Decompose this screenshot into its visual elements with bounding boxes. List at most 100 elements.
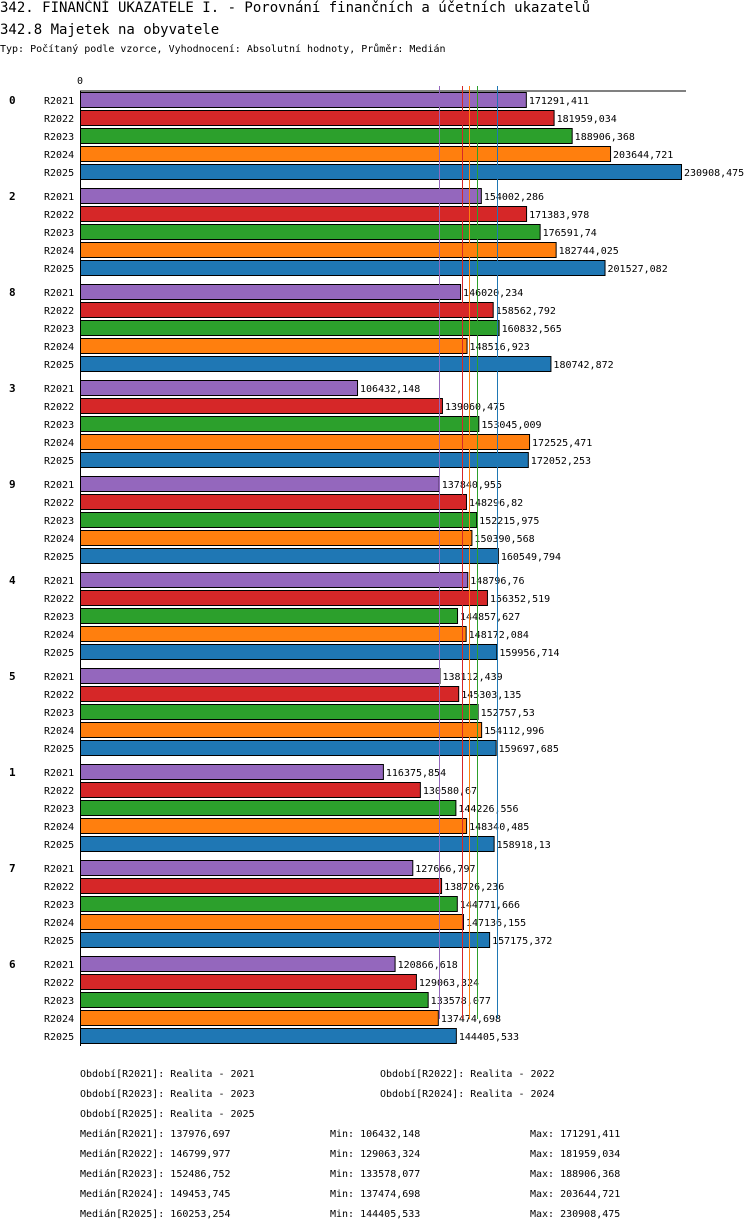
series-label: R2022 — [44, 306, 74, 317]
bar-value-label: 137474,698 — [441, 1014, 501, 1025]
legend-period-r2023: Období[R2023]: Realita - 2023 — [80, 1089, 255, 1100]
bar-value-label: 156352,519 — [490, 594, 550, 605]
series-label: R2023 — [44, 612, 74, 623]
bar-value-label: 145303,135 — [461, 690, 521, 701]
page-title: 342. FINANČNÍ UKAZATELE I. - Porovnání f… — [0, 0, 591, 16]
legend-period-r2024: Období[R2024]: Realita - 2024 — [380, 1089, 555, 1100]
bar-value-label: 144405,533 — [459, 1032, 519, 1043]
series-label: R2024 — [44, 534, 74, 545]
series-label: R2023 — [44, 228, 74, 239]
bar-value-label: 157175,372 — [492, 936, 552, 947]
series-label: R2025 — [44, 840, 74, 851]
bar — [80, 452, 529, 468]
series-label: R2025 — [44, 1032, 74, 1043]
bar — [80, 722, 483, 738]
group-label: 0 — [9, 94, 16, 107]
chart-subtitle: 342.8 Majetek na obyvatele — [0, 22, 220, 38]
bar — [80, 110, 555, 126]
bar-value-label: 171291,411 — [529, 96, 589, 107]
bar-value-label: 152757,53 — [481, 708, 535, 719]
bar-value-label: 159956,714 — [499, 648, 559, 659]
bar — [80, 224, 541, 240]
series-label: R2024 — [44, 918, 74, 929]
bar-value-label: 158918,13 — [497, 840, 551, 851]
bar-value-label: 201527,082 — [608, 264, 668, 275]
bar-value-label: 106432,148 — [360, 384, 420, 395]
stat-max-r2025: Max: 230908,475 — [530, 1209, 621, 1220]
series-label: R2025 — [44, 744, 74, 755]
bar-value-label: 180742,872 — [553, 360, 613, 371]
series-label: R2023 — [44, 516, 74, 527]
bar-value-label: 181959,034 — [557, 114, 617, 125]
bar — [80, 128, 573, 144]
bar-value-label: 154002,286 — [484, 192, 544, 203]
series-label: R2021 — [44, 480, 74, 491]
bar — [80, 914, 464, 930]
bar-value-label: 138112,439 — [442, 672, 502, 683]
series-label: R2021 — [44, 768, 74, 779]
series-label: R2021 — [44, 576, 74, 587]
bar — [80, 320, 500, 336]
bar-value-label: 182744,025 — [559, 246, 619, 257]
bar — [80, 572, 469, 588]
legend-period-r2021: Období[R2021]: Realita - 2021 — [80, 1069, 255, 1080]
series-label: R2022 — [44, 978, 74, 989]
bar — [80, 92, 527, 108]
bar-value-label: 129063,324 — [419, 978, 479, 989]
series-label: R2022 — [44, 210, 74, 221]
series-label: R2021 — [44, 672, 74, 683]
bar-value-label: 172052,253 — [531, 456, 591, 467]
bar-value-label: 160832,565 — [502, 324, 562, 335]
series-label: R2025 — [44, 552, 74, 563]
bar — [80, 590, 488, 606]
series-label: R2024 — [44, 630, 74, 641]
bar — [80, 782, 421, 798]
bar-value-label: 144226,556 — [458, 804, 518, 815]
bar — [80, 164, 682, 180]
bar — [80, 860, 414, 876]
stat-max-r2023: Max: 188906,368 — [530, 1169, 621, 1180]
group-label: 6 — [9, 958, 16, 971]
bar-value-label: 148516,923 — [470, 342, 530, 353]
bar — [80, 686, 460, 702]
bar-value-label: 203644,721 — [613, 150, 673, 161]
group-label: 7 — [9, 862, 16, 875]
bar — [80, 992, 429, 1008]
bar-value-label: 138726,236 — [444, 882, 504, 893]
bar-value-label: 147136,155 — [466, 918, 526, 929]
series-label: R2022 — [44, 114, 74, 125]
series-label: R2023 — [44, 132, 74, 143]
group-label: 3 — [9, 382, 16, 395]
bar — [80, 956, 396, 972]
bar-value-label: 154112,996 — [484, 726, 544, 737]
series-label: R2022 — [44, 786, 74, 797]
series-label: R2025 — [44, 360, 74, 371]
bar-value-label: 172525,471 — [532, 438, 592, 449]
bar-value-label: 150390,568 — [474, 534, 534, 545]
bar — [80, 380, 359, 396]
bar — [80, 644, 498, 660]
series-label: R2024 — [44, 150, 74, 161]
group-label: 5 — [9, 670, 16, 683]
series-label: R2024 — [44, 726, 74, 737]
bar — [80, 818, 468, 834]
stat-median-r2025: Medián[R2025]: 160253,254 — [80, 1209, 231, 1220]
series-label: R2024 — [44, 1014, 74, 1025]
bar — [80, 548, 499, 564]
bar — [80, 434, 531, 450]
series-label: R2022 — [44, 402, 74, 413]
bar-value-label: 176591,74 — [543, 228, 597, 239]
series-label: R2025 — [44, 264, 74, 275]
bar — [80, 494, 467, 510]
chart-meta: Typ: Počítaný podle vzorce, Vyhodnocení:… — [0, 44, 446, 55]
series-label: R2025 — [44, 648, 74, 659]
series-label: R2021 — [44, 960, 74, 971]
bar-value-label: 188906,368 — [575, 132, 635, 143]
series-label: R2021 — [44, 288, 74, 299]
bar-value-label: 137840,955 — [442, 480, 502, 491]
series-label: R2023 — [44, 804, 74, 815]
bar — [80, 740, 497, 756]
bar — [80, 356, 552, 372]
stat-median-r2021: Medián[R2021]: 137976,697 — [80, 1129, 231, 1140]
stat-min-r2022: Min: 129063,324 — [330, 1149, 421, 1160]
